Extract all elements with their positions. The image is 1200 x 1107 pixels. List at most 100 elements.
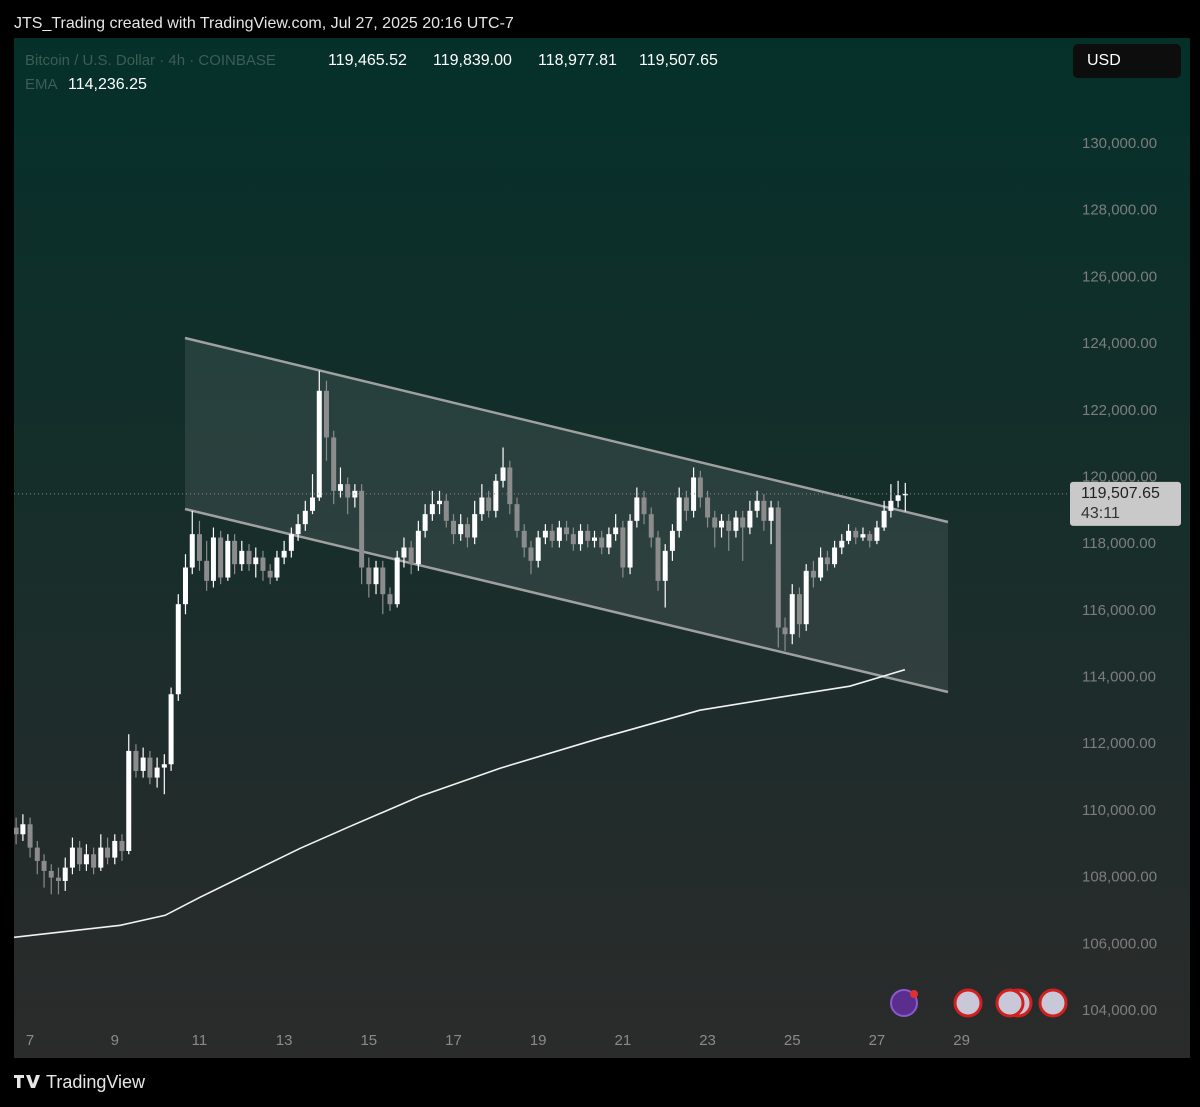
y-tick-label: 106,000.00: [1082, 935, 1157, 952]
candle-body: [359, 490, 365, 568]
ohlc-value: 119,507.65: [639, 52, 718, 69]
candle-body: [655, 537, 661, 581]
x-tick-label: 27: [869, 1032, 886, 1049]
ohlc-value: 119,465.52: [328, 52, 407, 69]
candle-body: [281, 550, 287, 558]
x-tick-label: 7: [26, 1032, 34, 1049]
symbol: Bitcoin / U.S. Dollar · 4h · COINBASE: [25, 52, 276, 69]
candle-body: [41, 860, 47, 871]
candle-body: [853, 530, 859, 538]
y-tick-label: 120,000.00: [1082, 468, 1157, 485]
candle-body: [768, 507, 774, 521]
candle-body: [274, 557, 280, 578]
candle-body: [182, 567, 188, 605]
x-tick-label: 11: [192, 1032, 208, 1049]
candle-body: [691, 477, 697, 511]
logo: [14, 1075, 40, 1088]
x-tick-label: 15: [360, 1032, 377, 1049]
candle-body: [451, 520, 457, 535]
last-price-label: 119,507.65: [1081, 485, 1160, 502]
currency-label[interactable]: USD: [1087, 52, 1121, 69]
candle-body: [514, 504, 520, 531]
candle-body: [429, 504, 435, 515]
channel-lower: [184, 507, 949, 694]
channel-upper: [184, 336, 949, 524]
candle-body: [648, 514, 654, 538]
candle-body: [542, 530, 548, 538]
candle-body: [69, 847, 75, 868]
candle-body: [818, 557, 824, 578]
x-tick-label: 23: [699, 1032, 716, 1049]
candle-body: [458, 524, 464, 535]
x-tick-label: 17: [445, 1032, 462, 1049]
candle-body: [246, 550, 252, 565]
candle-body: [839, 540, 845, 548]
candle-body: [627, 520, 633, 568]
x-tick-label: 25: [784, 1032, 801, 1049]
candle-body: [486, 497, 492, 511]
candle-body: [479, 497, 485, 515]
candle-body: [77, 847, 83, 865]
last-price-box: [1070, 481, 1181, 526]
candle-body: [161, 764, 167, 768]
candle-body: [55, 877, 61, 881]
candle-body: [549, 530, 555, 541]
x-tick-label: 29: [953, 1032, 970, 1049]
plot: [14, 336, 949, 939]
candle-body: [337, 484, 343, 491]
candle-body: [810, 570, 816, 578]
x-tick-label: 13: [276, 1032, 293, 1049]
candle-body: [585, 530, 591, 541]
candle-body: [422, 514, 428, 531]
candle-body: [775, 507, 781, 628]
x-tick-label: 21: [615, 1032, 632, 1049]
candle-body: [126, 750, 132, 851]
candle-body: [606, 534, 612, 548]
candle-body: [331, 437, 337, 491]
currency-button[interactable]: [1073, 44, 1181, 78]
candle-body: [316, 390, 322, 498]
ema-value: 114,236.25: [68, 76, 147, 93]
candle-body: [740, 517, 746, 528]
candle-body: [881, 510, 887, 528]
candle-body: [196, 534, 202, 561]
candle-body: [535, 537, 541, 561]
candle-body: [521, 530, 527, 548]
candle-body: [218, 537, 224, 578]
candle-body: [253, 557, 259, 565]
candle-body: [27, 824, 33, 848]
candle-body: [874, 527, 880, 541]
candle-body: [323, 390, 329, 438]
candle-body: [528, 547, 534, 561]
y-tick-label: 122,000.00: [1082, 402, 1157, 419]
y-tick-label: 104,000.00: [1082, 1002, 1157, 1019]
candle-body: [310, 497, 316, 511]
ohlc-value: 118,977.81: [538, 52, 617, 69]
candle-body: [295, 524, 301, 535]
candle-body: [288, 534, 294, 551]
candle-body: [697, 477, 703, 498]
candle-body: [345, 484, 351, 498]
candle-body: [902, 493, 908, 496]
x-tick-label: 19: [530, 1032, 547, 1049]
candle-body: [846, 530, 852, 541]
candle-body: [387, 594, 393, 605]
candle-body: [98, 847, 104, 868]
candle-body: [570, 534, 576, 545]
countdown: 43:11: [1081, 505, 1120, 522]
candle-body: [676, 497, 682, 531]
candle-body: [592, 537, 598, 541]
candle-body: [14, 827, 19, 835]
candle-body: [140, 757, 146, 771]
candle-body: [782, 627, 788, 635]
candle-body: [48, 870, 54, 878]
y-tick-label: 130,000.00: [1082, 135, 1157, 152]
candle-body: [803, 570, 809, 625]
candle-body: [493, 480, 499, 511]
candle-body: [556, 527, 562, 541]
candle-body: [500, 467, 506, 481]
y-tick-label: 114,000.00: [1082, 669, 1156, 686]
ema-name: EMA: [25, 76, 58, 93]
candle-body: [105, 847, 111, 858]
y-tick-label: 128,000.00: [1082, 202, 1157, 219]
